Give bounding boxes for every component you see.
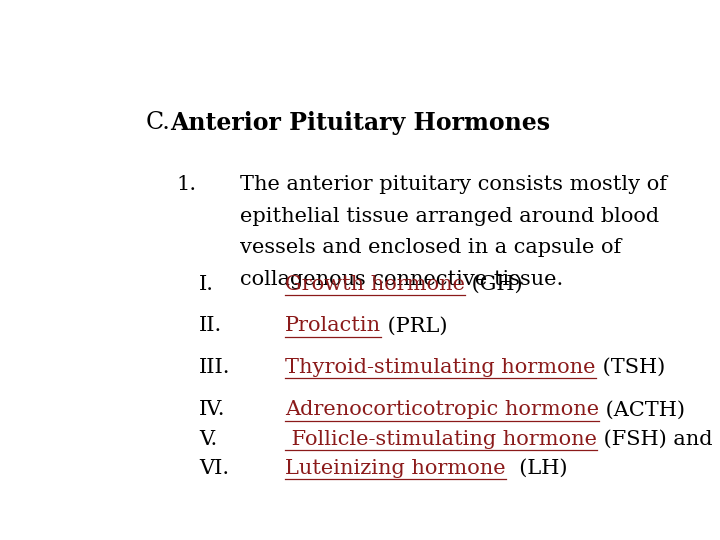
Text: The anterior pituitary consists mostly of: The anterior pituitary consists mostly o… [240, 175, 667, 194]
Text: IV.: IV. [199, 400, 225, 420]
Text: (TSH): (TSH) [596, 358, 665, 377]
Text: epithelial tissue arranged around blood: epithelial tissue arranged around blood [240, 207, 659, 226]
Text: (GH): (GH) [465, 275, 523, 294]
Text: (FSH) and: (FSH) and [598, 430, 713, 449]
Text: Thyroid-stimulating hormone: Thyroid-stimulating hormone [285, 358, 596, 377]
Text: Luteinizing hormone: Luteinizing hormone [285, 459, 506, 478]
Text: vessels and enclosed in a capsule of: vessels and enclosed in a capsule of [240, 238, 621, 257]
Text: VI.: VI. [199, 459, 229, 478]
Text: (ACTH): (ACTH) [600, 400, 685, 420]
Text: I.: I. [199, 275, 214, 294]
Text: collagenous connective tissue.: collagenous connective tissue. [240, 270, 563, 289]
Text: V.: V. [199, 430, 217, 449]
Text: (PRL): (PRL) [382, 316, 448, 335]
Text: Adrenocorticotropic hormone: Adrenocorticotropic hormone [285, 400, 600, 420]
Text: II.: II. [199, 316, 222, 335]
Text: (LH): (LH) [506, 459, 567, 478]
Text: Follicle-stimulating hormone: Follicle-stimulating hormone [285, 430, 598, 449]
Text: Prolactin: Prolactin [285, 316, 382, 335]
Text: 1.: 1. [176, 175, 197, 194]
Text: III.: III. [199, 358, 230, 377]
Text: Growth hormone: Growth hormone [285, 275, 465, 294]
Text: Anterior Pituitary Hormones: Anterior Pituitary Hormones [171, 111, 551, 134]
Text: C.: C. [145, 111, 171, 133]
